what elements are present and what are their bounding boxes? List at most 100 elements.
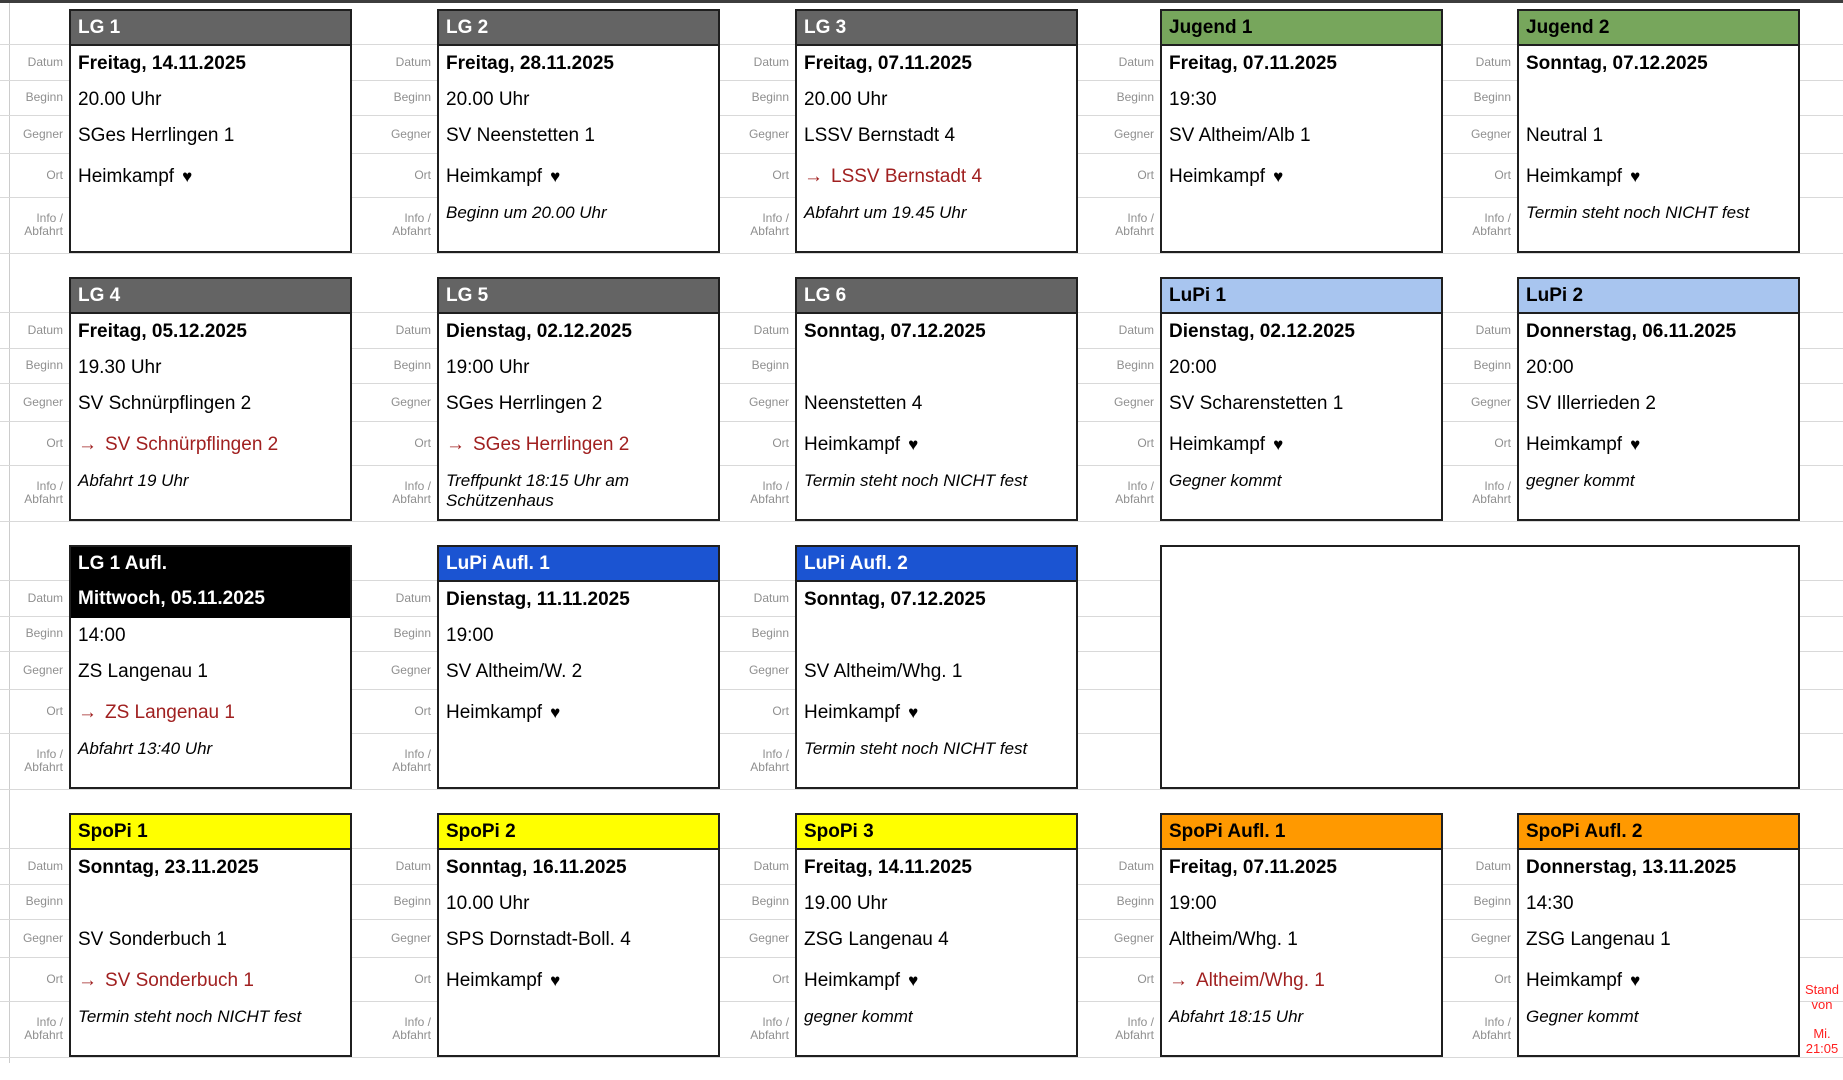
match-card: LG 1 Freitag, 14.11.2025 20.00 Uhr SGes … bbox=[69, 9, 352, 253]
info-value: Abfahrt 18:15 Uhr bbox=[1169, 1007, 1304, 1026]
field-label-info-line1: Info / bbox=[1484, 211, 1511, 225]
table-left-border bbox=[9, 3, 10, 1063]
field-label-gegner: Gegner bbox=[390, 930, 431, 945]
ort-value: Heimkampf bbox=[804, 434, 901, 455]
ort-field: Heimkampf ♥ bbox=[797, 423, 1076, 467]
ort-field: Heimkampf ♥ bbox=[1519, 959, 1798, 1003]
ort-field: → ZS Langenau 1 bbox=[71, 691, 350, 735]
field-label-datum: Datum bbox=[27, 858, 63, 873]
heart-icon: ♥ bbox=[1273, 435, 1284, 454]
field-label-info-line1: Info / bbox=[404, 747, 431, 761]
field-label-beginn: Beginn bbox=[25, 90, 63, 104]
field-labels: Datum Beginn Gegner Ort Info / Abfahrt bbox=[0, 813, 63, 1057]
field-label-beginn: Beginn bbox=[1116, 90, 1154, 104]
datum-value: Freitag, 07.11.2025 bbox=[1169, 857, 1337, 878]
card-title: Jugend 1 bbox=[1169, 16, 1253, 38]
table-gridline bbox=[0, 789, 1843, 790]
card-title: LG 5 bbox=[446, 284, 489, 306]
field-label-info: Info / Abfahrt bbox=[1068, 197, 1154, 253]
card-header: LG 1 Aufl. bbox=[71, 547, 350, 580]
card-header: LG 2 bbox=[439, 11, 718, 46]
field-label-info: Info / Abfahrt bbox=[1425, 465, 1511, 521]
away-arrow-icon: → bbox=[1169, 970, 1188, 991]
field-label-info-line2: Abfahrt bbox=[1115, 1028, 1154, 1042]
card-header: LG 6 bbox=[797, 279, 1076, 314]
datum-value: Sonntag, 16.11.2025 bbox=[446, 857, 627, 878]
match-card: LG 1 Aufl. Mittwoch, 05.11.2025 14:00 ZS… bbox=[69, 545, 352, 789]
field-label-info-line2: Abfahrt bbox=[1115, 492, 1154, 506]
field-label-info: Info / Abfahrt bbox=[0, 1001, 63, 1057]
card-header: LG 3 bbox=[797, 11, 1076, 46]
field-label-ort: Ort bbox=[1494, 435, 1511, 450]
field-label-beginn: Beginn bbox=[25, 626, 63, 640]
beginn-value: 20.00 Uhr bbox=[78, 88, 162, 110]
field-label-gegner: Gegner bbox=[1470, 930, 1511, 945]
field-labels: Datum Beginn Gegner Ort Info / Abfahrt bbox=[703, 277, 789, 521]
field-label-beginn: Beginn bbox=[1473, 894, 1511, 908]
ort-field: → SGes Herrlingen 2 bbox=[439, 423, 718, 467]
field-label-ort: Ort bbox=[46, 167, 63, 182]
field-label-info-line2: Abfahrt bbox=[1472, 1028, 1511, 1042]
field-label-info-line2: Abfahrt bbox=[392, 1028, 431, 1042]
ort-value: Heimkampf bbox=[446, 970, 543, 991]
field-label-info-line1: Info / bbox=[1127, 211, 1154, 225]
field-label-info: Info / Abfahrt bbox=[0, 465, 63, 521]
field-labels: Datum Beginn Gegner Ort Info / Abfahrt bbox=[703, 9, 789, 253]
field-label-info-line2: Abfahrt bbox=[24, 224, 63, 238]
top-frame-line bbox=[0, 0, 1843, 3]
ort-value: LSSV Bernstadt 4 bbox=[831, 166, 983, 187]
field-label-info: Info / Abfahrt bbox=[1068, 1001, 1154, 1057]
card-header: LG 5 bbox=[439, 279, 718, 314]
field-label-beginn: Beginn bbox=[25, 358, 63, 372]
info-value bbox=[439, 735, 718, 787]
field-label-ort: Ort bbox=[1494, 167, 1511, 182]
field-label-ort: Ort bbox=[1137, 971, 1154, 986]
match-card: SpoPi Aufl. 2 Donnerstag, 13.11.2025 14:… bbox=[1517, 813, 1800, 1057]
ort-value: SGes Herrlingen 2 bbox=[473, 434, 630, 455]
field-label-ort: Ort bbox=[46, 435, 63, 450]
field-label-gegner: Gegner bbox=[748, 930, 789, 945]
card-header: LG 4 bbox=[71, 279, 350, 314]
info-value: gegner kommt bbox=[1526, 471, 1635, 490]
ort-value: Heimkampf bbox=[1526, 166, 1623, 187]
ort-value: Heimkampf bbox=[1526, 434, 1623, 455]
heart-icon: ♥ bbox=[1630, 167, 1641, 186]
field-labels: Datum Beginn Gegner Ort Info / Abfahrt bbox=[703, 813, 789, 1057]
field-label-ort: Ort bbox=[772, 435, 789, 450]
card-row: Datum Beginn Gegner Ort Info / Abfahrt S… bbox=[0, 813, 1843, 1058]
away-arrow-icon: → bbox=[78, 434, 97, 455]
ort-value: Heimkampf bbox=[1169, 166, 1266, 187]
beginn-value: 10.00 Uhr bbox=[446, 892, 530, 914]
datum-value: Freitag, 14.11.2025 bbox=[78, 53, 246, 74]
field-labels: Datum Beginn Gegner Ort Info / Abfahrt bbox=[0, 9, 63, 253]
field-labels: Datum Beginn Gegner Ort Info / Abfahrt bbox=[345, 277, 431, 521]
field-label-ort: Ort bbox=[414, 703, 431, 718]
card-header: SpoPi Aufl. 2 bbox=[1519, 815, 1798, 850]
field-label-gegner: Gegner bbox=[1470, 394, 1511, 409]
datum-value: Dienstag, 11.11.2025 bbox=[446, 589, 630, 610]
gegner-value: SPS Dornstadt-Boll. 4 bbox=[446, 929, 631, 950]
field-label-info: Info / Abfahrt bbox=[345, 465, 431, 521]
field-label-info-line2: Abfahrt bbox=[750, 1028, 789, 1042]
field-label-gegner: Gegner bbox=[1113, 930, 1154, 945]
field-labels: Datum Beginn Gegner Ort Info / Abfahrt bbox=[1068, 813, 1154, 1057]
ort-value: SV Sonderbuch 1 bbox=[105, 970, 254, 991]
card-title: SpoPi 2 bbox=[446, 820, 516, 842]
beginn-value: 14:00 bbox=[78, 624, 126, 646]
info-value: Gegner kommt bbox=[1169, 471, 1282, 490]
field-label-ort: Ort bbox=[772, 703, 789, 718]
datum-value: Sonntag, 07.12.2025 bbox=[804, 321, 986, 342]
match-card: LG 2 Freitag, 28.11.2025 20.00 Uhr SV Ne… bbox=[437, 9, 720, 253]
field-label-beginn: Beginn bbox=[1116, 894, 1154, 908]
field-label-info-line1: Info / bbox=[36, 479, 63, 493]
heart-icon: ♥ bbox=[1630, 435, 1641, 454]
card-row: Datum Beginn Gegner Ort Info / Abfahrt L… bbox=[0, 545, 1843, 790]
field-label-beginn: Beginn bbox=[1473, 358, 1511, 372]
field-label-info-line2: Abfahrt bbox=[1472, 224, 1511, 238]
field-label-info-line2: Abfahrt bbox=[24, 1028, 63, 1042]
stand-note-line1: Stand von bbox=[1805, 982, 1839, 1012]
datum-value: Donnerstag, 06.11.2025 bbox=[1526, 321, 1737, 342]
match-card: SpoPi 1 Sonntag, 23.11.2025 SV Sonderbuc… bbox=[69, 813, 352, 1057]
field-label-info-line1: Info / bbox=[762, 747, 789, 761]
